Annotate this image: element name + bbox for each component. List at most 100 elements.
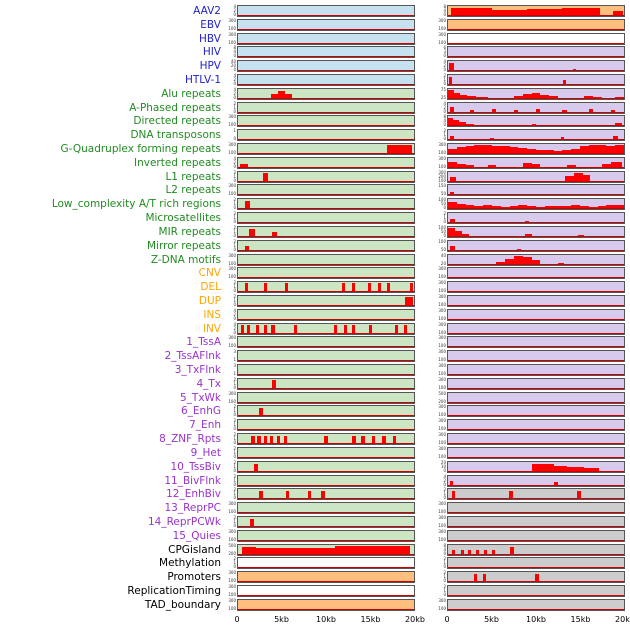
track-row: DEL 2 1 0 300 100 bbox=[0, 280, 625, 294]
y-tick-label: 100 bbox=[438, 536, 446, 542]
y-tick-label: 300 bbox=[228, 584, 236, 590]
left-track-panel bbox=[237, 460, 415, 473]
track-label: Z-DNA motifs bbox=[150, 253, 221, 266]
left-track-panel bbox=[237, 433, 415, 446]
y-tick-label: 2 bbox=[233, 473, 236, 479]
left-track-panel bbox=[237, 212, 415, 225]
right-panel-yticks: 300 200 100 bbox=[434, 170, 447, 183]
data-bar bbox=[284, 93, 292, 99]
y-tick-label: 300 bbox=[228, 31, 236, 37]
y-tick-label: 1 bbox=[233, 380, 236, 386]
right-track-panel bbox=[447, 543, 625, 556]
y-tick-label: 100 bbox=[438, 412, 446, 418]
track-row: AAV2 4 2 0 8 4 0 bbox=[0, 4, 625, 18]
data-bar bbox=[449, 480, 454, 486]
track-label: INV bbox=[202, 322, 221, 335]
track-label: Directed repeats bbox=[133, 115, 221, 128]
left-panel-yticks: 300 100 bbox=[224, 529, 237, 542]
y-tick-label: 1 bbox=[233, 357, 236, 363]
data-bar bbox=[239, 164, 248, 168]
right-panel-yticks: 300 100 bbox=[434, 350, 447, 362]
zero-line bbox=[448, 249, 624, 251]
data-bar bbox=[449, 135, 455, 141]
y-tick-label: 0 bbox=[443, 122, 446, 128]
data-bar bbox=[536, 149, 545, 155]
y-tick-label: 100 bbox=[438, 177, 446, 183]
left-panel-yticks: 300 100 bbox=[224, 598, 237, 611]
y-tick-label: 4 bbox=[443, 59, 446, 65]
y-tick-label: 300 bbox=[228, 252, 236, 258]
y-tick-label: 300 bbox=[438, 528, 446, 534]
data-bar bbox=[536, 206, 545, 210]
zero-line bbox=[238, 97, 414, 99]
y-tick-label: 0 bbox=[233, 453, 236, 459]
track-row: 8_ZNF_Rpts 2 1 0 300 100 bbox=[0, 432, 625, 446]
data-bar bbox=[461, 550, 465, 555]
left-panel-yticks: 300 100 bbox=[224, 571, 237, 583]
left-track-panel bbox=[237, 156, 415, 169]
right-track-panel bbox=[447, 281, 625, 294]
zero-line bbox=[238, 484, 414, 486]
y-tick-label: 100 bbox=[438, 224, 446, 230]
data-bar bbox=[449, 218, 456, 224]
data-bar bbox=[522, 257, 532, 265]
right-panel-yticks: 75 25 bbox=[434, 87, 447, 100]
data-bar bbox=[584, 468, 600, 472]
data-bar bbox=[577, 490, 582, 500]
zero-line bbox=[448, 346, 624, 348]
track-row: 5_TxWk 300 100 500 200 bbox=[0, 391, 625, 405]
y-tick-label: 0 bbox=[443, 578, 446, 584]
y-tick-label: 100 bbox=[438, 288, 446, 294]
y-tick-label: 0 bbox=[443, 136, 446, 142]
zero-line bbox=[238, 332, 414, 334]
y-tick-label: 300 bbox=[438, 597, 446, 603]
track-label: L2 repeats bbox=[165, 184, 221, 197]
y-tick-label: 2 bbox=[443, 211, 446, 217]
y-tick-label: 100 bbox=[228, 122, 236, 128]
y-tick-label: 4 bbox=[233, 49, 236, 55]
data-bar bbox=[465, 164, 475, 168]
y-tick-label: 20 bbox=[440, 459, 446, 465]
data-bar bbox=[450, 7, 492, 16]
zero-line bbox=[238, 512, 414, 514]
track-label: A-Phased repeats bbox=[129, 101, 221, 114]
y-tick-label: 1 bbox=[233, 518, 236, 524]
data-bar bbox=[560, 137, 565, 141]
data-bar bbox=[470, 109, 475, 113]
y-tick-label: 50 bbox=[440, 228, 446, 234]
zero-line bbox=[238, 56, 414, 58]
y-tick-label: 0 bbox=[443, 205, 446, 211]
data-bar bbox=[240, 325, 244, 334]
zero-line bbox=[238, 304, 414, 306]
data-bar bbox=[527, 148, 536, 155]
data-bar bbox=[514, 95, 523, 99]
left-track-panel bbox=[237, 281, 415, 294]
y-tick-label: 4 bbox=[233, 72, 236, 78]
y-tick-label: 1 bbox=[233, 422, 236, 428]
right-track-panel bbox=[447, 253, 625, 266]
y-tick-label: 100 bbox=[228, 578, 236, 584]
zero-line bbox=[238, 456, 414, 458]
right-panel-yticks: 300 100 bbox=[434, 294, 447, 307]
y-tick-label: 0 bbox=[443, 481, 446, 487]
left-panel-yticks: 300 100 bbox=[224, 502, 237, 514]
track-label: AAV2 bbox=[193, 4, 221, 17]
zero-line bbox=[448, 429, 624, 431]
data-bar bbox=[307, 490, 312, 500]
y-tick-label: 0 bbox=[233, 564, 236, 570]
data-bar bbox=[241, 547, 256, 555]
y-tick-label: 300 bbox=[228, 142, 236, 148]
data-bar bbox=[460, 94, 468, 99]
right-track-panel bbox=[447, 336, 625, 349]
y-tick-label: 300 bbox=[438, 363, 446, 369]
zero-line bbox=[448, 360, 624, 362]
zero-line bbox=[238, 263, 414, 265]
